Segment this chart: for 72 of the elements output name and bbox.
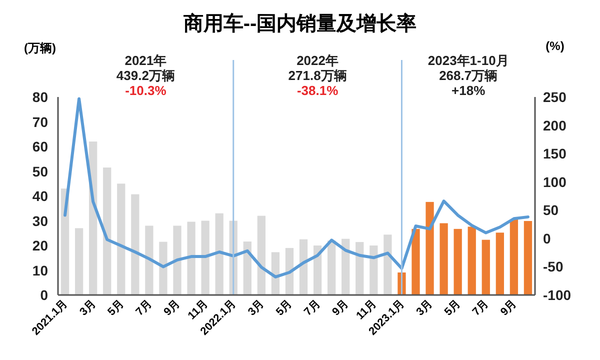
y-tick-label: 60: [32, 138, 48, 154]
y2-tick-label: -100: [543, 287, 572, 303]
bar: [342, 238, 350, 295]
bar: [496, 232, 504, 295]
chart-title: 商用车--国内销量及增长率: [182, 12, 417, 35]
x-tick-label: 9月: [162, 298, 182, 318]
y-tick-label: 80: [32, 89, 48, 105]
bar: [356, 242, 364, 295]
x-tick-label: 3月: [414, 298, 435, 318]
text: 2021年: [124, 53, 167, 68]
y-tick-label: 50: [32, 163, 48, 180]
bar: [440, 223, 448, 295]
bar: [243, 242, 252, 295]
y-tick-label: 0: [40, 287, 48, 303]
y-axis-title: (万辆): [24, 41, 56, 55]
y2-tick-label: 100: [543, 174, 567, 190]
x-tick-label: 9月: [498, 298, 520, 318]
bar: [524, 220, 532, 295]
annotation: +18%: [452, 83, 486, 98]
bar: [271, 252, 280, 295]
x-tick-label: 5月: [274, 298, 295, 318]
y2-tick-label: -50: [543, 258, 564, 275]
bar: [117, 184, 126, 295]
bar: [370, 246, 378, 295]
x-tick-label: 7月: [302, 298, 323, 318]
bar: [468, 226, 476, 295]
bar: [74, 228, 84, 295]
x-tick-label: 7月: [470, 298, 492, 318]
x-tick-label: 3月: [78, 298, 98, 318]
bar: [215, 213, 224, 295]
text: 268.7万辆: [439, 68, 498, 83]
y2-axis-title: (%): [546, 39, 564, 53]
y-tick-label: 20: [32, 238, 48, 254]
bar: [384, 234, 392, 295]
bar: [313, 246, 322, 295]
y2-tick-label: 200: [543, 117, 567, 134]
bar: [412, 228, 420, 295]
bar: [201, 220, 210, 295]
y2-tick-label: 50: [543, 202, 559, 218]
x-tick-label: 5月: [442, 298, 463, 318]
text: 439.2万辆: [116, 68, 175, 83]
x-tick-label: 7月: [134, 298, 154, 318]
y-tick-label: 10: [32, 262, 48, 278]
bar: [510, 220, 518, 295]
bar: [145, 226, 154, 295]
y2-tick-label: 150: [543, 146, 567, 162]
bar: [103, 168, 112, 295]
y-tick-label: 40: [32, 188, 48, 204]
bar: [328, 240, 336, 295]
text: 2022年: [296, 53, 339, 68]
line-series: [64, 97, 530, 278]
bar: [482, 240, 490, 295]
y-tick-label: 30: [32, 212, 48, 229]
y2-tick-label: 250: [543, 89, 567, 105]
bar: [299, 239, 308, 295]
annotation: -10.3%: [125, 83, 167, 98]
y-tick-label: 70: [32, 114, 48, 130]
bar: [173, 226, 182, 295]
bar: [159, 242, 168, 295]
bar: [131, 194, 140, 295]
bar: [426, 202, 434, 295]
bar: [257, 216, 266, 295]
x-tick-label: 3月: [246, 298, 267, 318]
text: 271.8万辆: [288, 68, 347, 83]
bar: [285, 248, 294, 295]
bar: [454, 228, 462, 295]
x-tick-label: 5月: [106, 298, 126, 318]
annotation: -38.1%: [296, 83, 339, 98]
bar: [187, 222, 196, 295]
text: 2023年1-10月: [428, 53, 509, 68]
x-tick-label: 9月: [330, 298, 351, 318]
y2-tick-label: 0: [543, 230, 551, 246]
